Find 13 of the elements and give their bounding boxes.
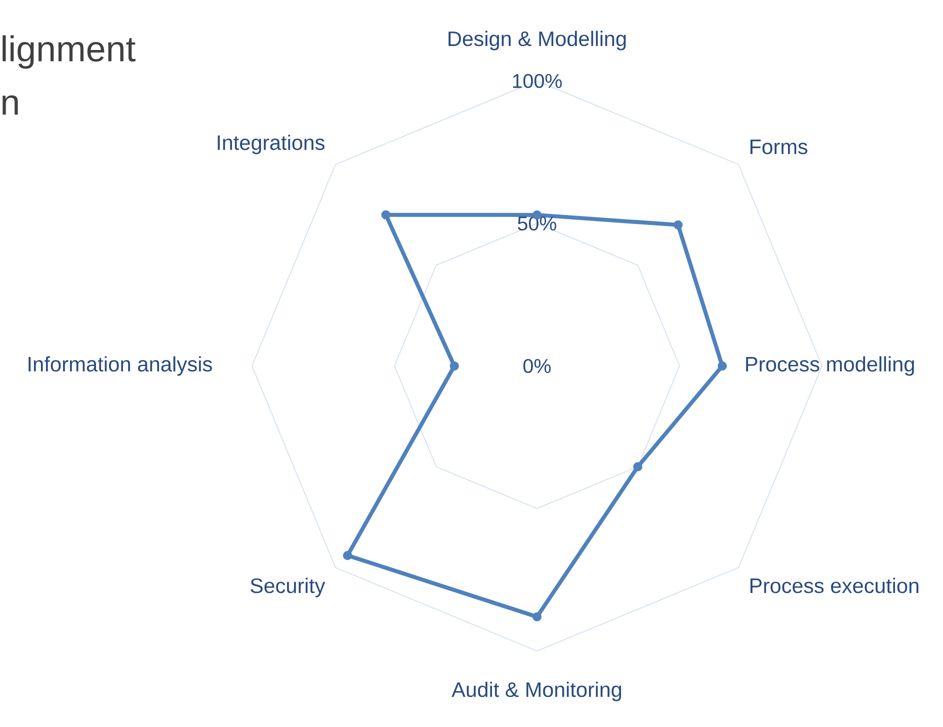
text: n — [2, 95, 18, 115]
spoke-label: Forms — [750, 140, 808, 154]
y-tick-label: 50% — [518, 216, 556, 231]
text: lignment — [2, 35, 136, 69]
spoke-label: Process execution — [750, 578, 918, 594]
spoke-label: Integrations — [218, 134, 324, 154]
spoke-label: Process modelling — [746, 356, 914, 376]
spoke-label: Security — [250, 578, 326, 598]
spoke-label: Audit & Monitoring — [452, 682, 622, 702]
spoke-label: Design & Modelling — [448, 30, 626, 50]
y-tick-label: 100% — [513, 74, 562, 88]
spoke-label: Information analysis — [28, 356, 212, 376]
y-tick-label: 0% — [523, 358, 551, 374]
